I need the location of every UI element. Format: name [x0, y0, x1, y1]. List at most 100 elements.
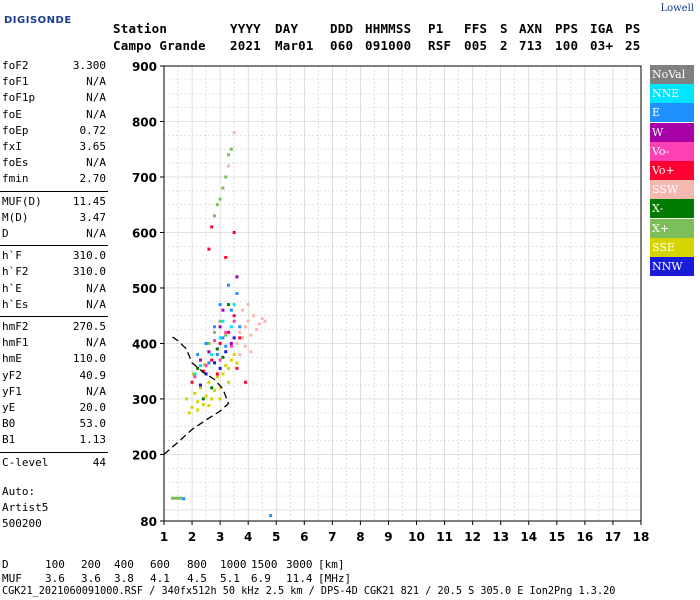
scatter-point [190, 405, 194, 409]
param-row: h`F2 310.0 [2, 265, 106, 282]
scatter-point [215, 353, 219, 357]
footer-distance-value: 200 [81, 558, 101, 571]
electron-density-profile [163, 334, 230, 455]
scatter-point [257, 322, 261, 326]
footer-muf-unit: [MHz] [318, 572, 352, 585]
legend-item: NNE [650, 84, 694, 104]
param-name: C-level [2, 455, 49, 469]
param-name: yF2 [2, 368, 22, 382]
scatter-point [243, 344, 247, 348]
scatter-point [204, 341, 208, 345]
scatter-point [196, 366, 200, 370]
legend-item: X+ [650, 218, 694, 238]
scatter-point [221, 186, 225, 190]
scatter-point [207, 361, 211, 365]
scatter-point [213, 325, 217, 329]
logo-line1: Lowell [660, 3, 694, 14]
param-name: foF1 [2, 75, 29, 89]
scatter-point [221, 372, 225, 376]
scatter-point [198, 383, 202, 387]
scatter-point [260, 316, 264, 320]
x-tick-label: 12 [464, 530, 481, 544]
param-name: fxI [2, 140, 22, 153]
param-value: N/A [86, 281, 106, 295]
param-separator [0, 245, 108, 247]
scatter-point [232, 230, 236, 234]
scatter-point [263, 319, 267, 323]
scatter-point [269, 513, 273, 517]
scatter-point [182, 497, 186, 501]
param-name: h`F2 [2, 265, 29, 279]
x-tick-label: 14 [520, 530, 537, 544]
scatter-point [224, 350, 228, 354]
scatter-point [210, 358, 214, 362]
scatter-point [229, 341, 233, 345]
scatter-point [218, 397, 222, 401]
scatter-point [252, 314, 256, 318]
param-value: 40.9 [79, 368, 107, 382]
legend-item: W [650, 122, 694, 142]
scatter-point [218, 303, 222, 307]
param-name: foF1p [2, 91, 36, 105]
param-value: 3.65 [79, 140, 107, 153]
scatter-point [173, 496, 177, 500]
scatter-point [224, 364, 228, 368]
footer-distance-value: 1500 [251, 558, 278, 571]
param-value: N/A [86, 75, 106, 89]
x-tick-label: 8 [356, 530, 364, 544]
param-name: MUF(D) [2, 194, 42, 208]
header-value: 091000 [365, 38, 412, 53]
footer-distance-value: 400 [114, 558, 134, 571]
scatter-point [198, 386, 202, 390]
footer-muf-value: 3.6 [81, 572, 101, 585]
param-row: hmF2 270.5 [2, 320, 106, 337]
scatter-point [196, 408, 200, 412]
scatter-point [201, 402, 205, 406]
scatter-point [176, 496, 180, 500]
param-name: D [2, 227, 9, 240]
param-value: 310.0 [72, 265, 106, 279]
scatter-point [221, 308, 225, 312]
x-tick-label: 10 [408, 530, 425, 544]
param-row: foEs N/A [2, 156, 106, 173]
scatter-point [213, 361, 217, 365]
y-tick-label: 300 [132, 393, 157, 407]
param-row: h`Es N/A [2, 298, 106, 315]
scatter-point [238, 325, 242, 329]
scatter-point [196, 353, 200, 357]
x-tick-label: 5 [272, 530, 280, 544]
scatter-point [218, 341, 222, 345]
scatter-point [238, 330, 242, 334]
param-row: MUF(D) 11.45 [2, 195, 106, 212]
param-row: M(D) 3.47 [2, 211, 106, 228]
param-value: 3.300 [72, 59, 106, 72]
scatter-point [227, 303, 231, 307]
scatter-point [201, 397, 205, 401]
param-value: N/A [86, 107, 106, 121]
param-name: h`E [2, 281, 22, 295]
legend-item: NNW [650, 257, 694, 276]
scatter-point [229, 358, 233, 362]
header-value: Campo Grande [113, 38, 206, 53]
footer-distance-value: 3000 [286, 558, 313, 571]
param-name: hmE [2, 352, 22, 366]
scatter-point [196, 400, 200, 404]
param-row: foE N/A [2, 108, 106, 125]
scatter-point [235, 292, 239, 295]
scatter-point [221, 336, 225, 340]
header-value: 25 [625, 38, 641, 53]
scatter-point [224, 330, 228, 334]
footer-distance-value: 600 [150, 558, 170, 571]
auto-artist: Artist5 [2, 501, 49, 514]
param-row: foF2 3.300 [2, 59, 106, 76]
param-value: N/A [86, 336, 106, 350]
scatter-point [243, 325, 247, 329]
scatter-point [224, 255, 228, 259]
scatter-point [190, 380, 194, 384]
legend-item: NoVal [650, 65, 694, 84]
x-tick-label: 6 [300, 530, 308, 544]
legend-item: SSW [650, 180, 694, 200]
scatter-point [204, 364, 208, 368]
param-value: 20.0 [79, 401, 107, 414]
